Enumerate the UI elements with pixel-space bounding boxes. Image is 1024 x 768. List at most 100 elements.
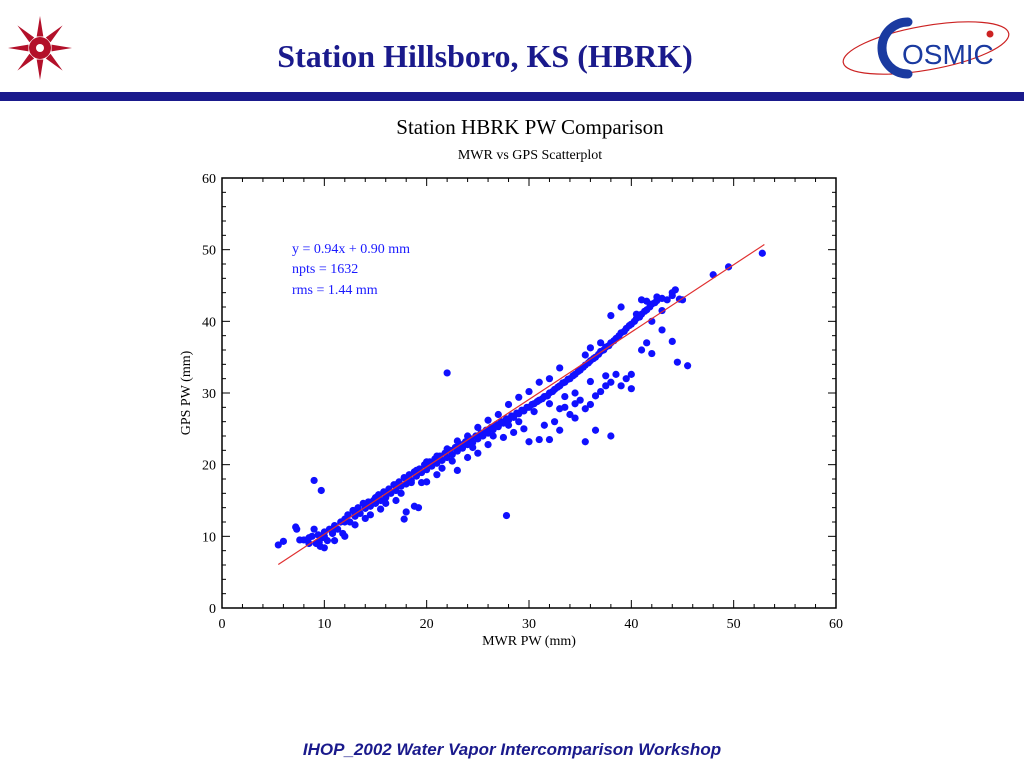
data-point [315,538,323,546]
star-ray [17,25,35,43]
star-ray [17,53,35,71]
data-point [758,249,766,257]
data-point [443,445,451,453]
data-point [469,438,477,447]
data-point [663,296,671,304]
data-point [535,435,543,444]
data-point [643,339,651,347]
y-tick-label: 0 [209,602,216,617]
data-point [351,521,359,529]
data-point [637,346,646,354]
data-point [438,464,446,472]
data-point [678,296,687,304]
data-point [504,400,513,409]
data-point [397,489,405,497]
data-point [469,443,477,452]
data-point [330,525,339,533]
data-point [581,405,589,413]
data-point [354,504,362,512]
data-point [502,511,511,520]
data-point [556,364,564,372]
data-point [484,441,492,449]
data-point [637,296,646,304]
data-point [571,389,579,397]
data-point [453,437,461,445]
data-point [581,351,589,359]
cosmic-logo-text: OSMIC [902,39,994,70]
data-point [400,515,408,523]
data-point [402,508,410,516]
data-point [545,435,554,444]
annotation-rms: rms = 1.44 mm [292,283,378,298]
fit-line [277,244,765,565]
data-point [571,400,579,408]
data-point [525,438,533,446]
x-tick-label: 10 [317,617,331,632]
data-point [317,486,325,495]
data-point [458,444,467,452]
data-point [417,478,426,487]
data-point [361,514,369,523]
star-core [36,44,44,52]
star-ray [36,59,44,80]
data-point [550,418,559,426]
data-point [293,525,301,533]
data-point [709,271,717,279]
data-point [571,414,579,422]
footer-text: IHOP_2002 Water Vapor Intercomparison Wo… [302,740,722,759]
data-point [607,378,615,386]
data-point [448,457,456,465]
data-point [561,392,569,401]
data-point [464,432,472,440]
star-ray [45,25,63,43]
star-ray [51,44,72,52]
chart-title: Station HBRK PW Comparison [396,115,664,139]
data-point [617,382,625,390]
y-tick-label: 50 [202,244,216,259]
x-tick-label: 40 [624,617,638,632]
data-point [668,289,676,297]
data-point [407,478,415,487]
data-point [673,358,681,366]
star-emblem-icon [8,16,72,80]
data-point [344,511,352,519]
data-point [586,344,595,352]
data-point [581,438,589,446]
data-point [489,432,497,440]
data-point [597,387,605,396]
data-point [423,458,431,466]
y-axis-label: GPS PW (mm) [179,350,194,435]
x-tick-label: 20 [420,617,434,632]
data-point [658,326,666,334]
data-point [341,532,349,540]
title-divider [0,92,1024,101]
data-point [566,410,574,419]
data-point [530,408,538,416]
star-ray [45,53,63,71]
data-point [474,423,482,431]
data-point [274,541,282,549]
data-point [591,392,600,400]
data-point [627,385,635,393]
data-point [586,400,595,409]
data-point [602,382,610,390]
data-point [414,504,423,512]
x-tick-label: 60 [829,617,843,632]
data-point [535,378,543,386]
data-point [515,418,523,426]
data-point [602,372,610,380]
data-point [627,370,635,378]
data-point [684,362,692,370]
data-point [279,537,287,545]
data-point [448,451,456,459]
data-point [515,393,523,401]
data-point [443,369,451,377]
chart-subtitle: MWR vs GPS Scatterplot [457,148,603,163]
data-point [484,416,492,424]
data-point [330,537,339,545]
cosmic-logo: OSMIC [842,17,1010,79]
data-point [320,532,328,540]
x-axis-label: MWR PW (mm) [482,634,576,649]
data-point [433,452,441,460]
